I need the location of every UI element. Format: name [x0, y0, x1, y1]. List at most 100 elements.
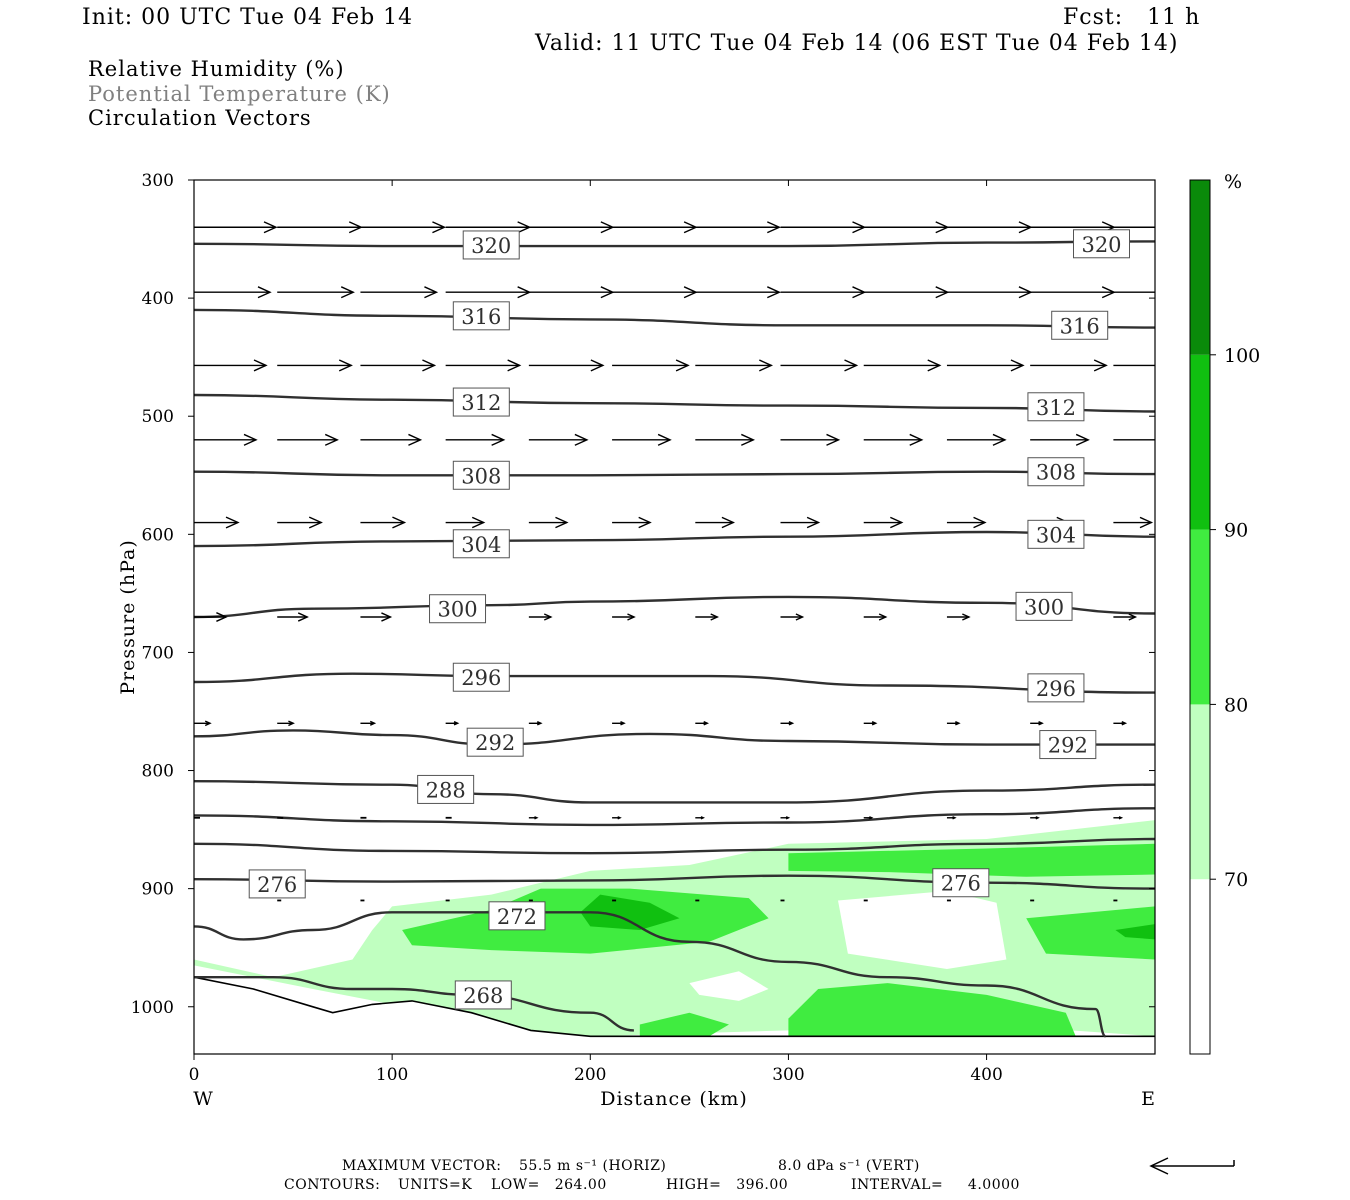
- circulation-vector: [528, 286, 615, 299]
- rh-clear-region: [838, 891, 1007, 969]
- circulation-vector: [528, 816, 539, 820]
- circulation-vector: [528, 433, 589, 446]
- vector-head: [992, 433, 1007, 446]
- vector-head: [1139, 516, 1154, 529]
- isentrope-304: [194, 530, 1155, 548]
- circulation-vector: [695, 433, 756, 446]
- isentrope-label-box: [1039, 730, 1097, 760]
- vector-head: [952, 816, 957, 820]
- circulation-vector: [780, 221, 867, 234]
- isentrope-label-box: [462, 230, 520, 260]
- vector-head: [1159, 434, 1171, 445]
- circulation-vector: [194, 720, 212, 727]
- vector-head: [1118, 816, 1124, 820]
- circulation-vector: [612, 516, 652, 529]
- x-tick-label-100: 100: [376, 1065, 408, 1085]
- isentrope-label-box: [1073, 229, 1131, 259]
- vector-head: [590, 359, 605, 372]
- circulation-vector: [612, 433, 672, 446]
- vector-head: [424, 286, 439, 299]
- x-axis-west: W: [193, 1088, 213, 1110]
- isentrope-label-316: 316: [461, 305, 501, 329]
- isentrope-316: [194, 308, 1155, 329]
- circulation-vector: [612, 721, 626, 726]
- vector-head: [243, 433, 258, 446]
- isentrope-label-308: 308: [1036, 461, 1076, 485]
- isentrope-label-272: 272: [497, 905, 537, 929]
- isentrope-label-308: 308: [461, 464, 501, 488]
- vector-head: [806, 516, 821, 529]
- circulation-vector: [612, 816, 622, 820]
- vector-head: [297, 612, 309, 622]
- circulation-vector: [1113, 226, 1155, 228]
- isentrope-label-box: [452, 460, 510, 490]
- rh-region-90: [1115, 924, 1155, 940]
- vector-head: [788, 721, 795, 726]
- circulation-vector: [780, 613, 805, 621]
- isentrope-label-292: 292: [475, 731, 515, 755]
- isentrope-label-box: [1027, 457, 1085, 487]
- circulation-vector: [445, 516, 486, 529]
- circulation-vector: [1113, 516, 1154, 529]
- isentrope-label-300: 300: [437, 598, 477, 622]
- circulation-vector: [1113, 613, 1138, 621]
- circulation-vector: [780, 433, 841, 446]
- rh-region-80: [788, 983, 1076, 1037]
- vector-head: [288, 720, 295, 727]
- rh-region-90: [580, 894, 680, 930]
- vector-head: [955, 721, 961, 726]
- circulation-vector: [946, 816, 957, 820]
- vector-head: [253, 359, 268, 372]
- circulation-vector: [277, 612, 309, 622]
- isentrope-label-box: [452, 387, 510, 417]
- x-axis-title: Distance (km): [600, 1088, 748, 1110]
- circulation-vector: [528, 613, 553, 621]
- circulation-vector: [863, 816, 874, 820]
- max-vector-label: MAXIMUM VECTOR:: [342, 1158, 502, 1174]
- circulation-vector: [1030, 433, 1090, 446]
- terrain-line: [194, 976, 1155, 1038]
- circulation-vector: [360, 612, 393, 622]
- circulation-vector: [695, 221, 782, 234]
- isentrope-label-box: [452, 662, 510, 692]
- vector-head: [795, 613, 805, 621]
- x-tick-label-0: 0: [189, 1065, 200, 1085]
- vector-head: [1121, 721, 1128, 726]
- contours-high: HIGH= 396.00: [666, 1177, 789, 1193]
- circulation-vector: [445, 359, 522, 372]
- isentrope-label-288: 288: [426, 778, 466, 802]
- isentrope-280: [194, 837, 1155, 855]
- vector-head: [1128, 613, 1138, 621]
- circulation-vector: [780, 816, 791, 820]
- vector-head: [741, 433, 756, 446]
- colorbar-segment: [1190, 354, 1210, 530]
- colorbar-segment: [1190, 704, 1210, 880]
- y-tick-label-1000: 1000: [131, 998, 174, 1018]
- circulation-vector: [528, 359, 605, 372]
- isentrope-312: [194, 393, 1155, 413]
- vector-head: [767, 221, 782, 234]
- circulation-vector: [946, 433, 1007, 446]
- y-tick-label-400: 400: [142, 289, 174, 309]
- circulation-vector: [528, 721, 543, 726]
- vector-head: [890, 516, 904, 529]
- legend-rh: Relative Humidity (%): [88, 57, 345, 81]
- circulation-vector: [946, 613, 971, 621]
- vector-head: [700, 816, 706, 820]
- circulation-vector: [194, 433, 258, 446]
- vector-head: [721, 516, 736, 529]
- colorbar-label-80: 80: [1224, 694, 1248, 716]
- isentrope-label-296: 296: [461, 666, 501, 690]
- circulation-vector: [1113, 434, 1171, 445]
- isentrope-320: [194, 240, 1155, 248]
- legend-vectors: Circulation Vectors: [88, 106, 312, 130]
- vector-head: [1177, 360, 1189, 371]
- y-tick-label-300: 300: [142, 171, 174, 191]
- vector-head: [620, 721, 626, 726]
- isentrope-284: [194, 807, 1155, 827]
- circulation-vector: [863, 721, 878, 726]
- y-tick-label-700: 700: [142, 643, 174, 663]
- vector-head: [257, 286, 272, 299]
- vector-head: [432, 221, 447, 234]
